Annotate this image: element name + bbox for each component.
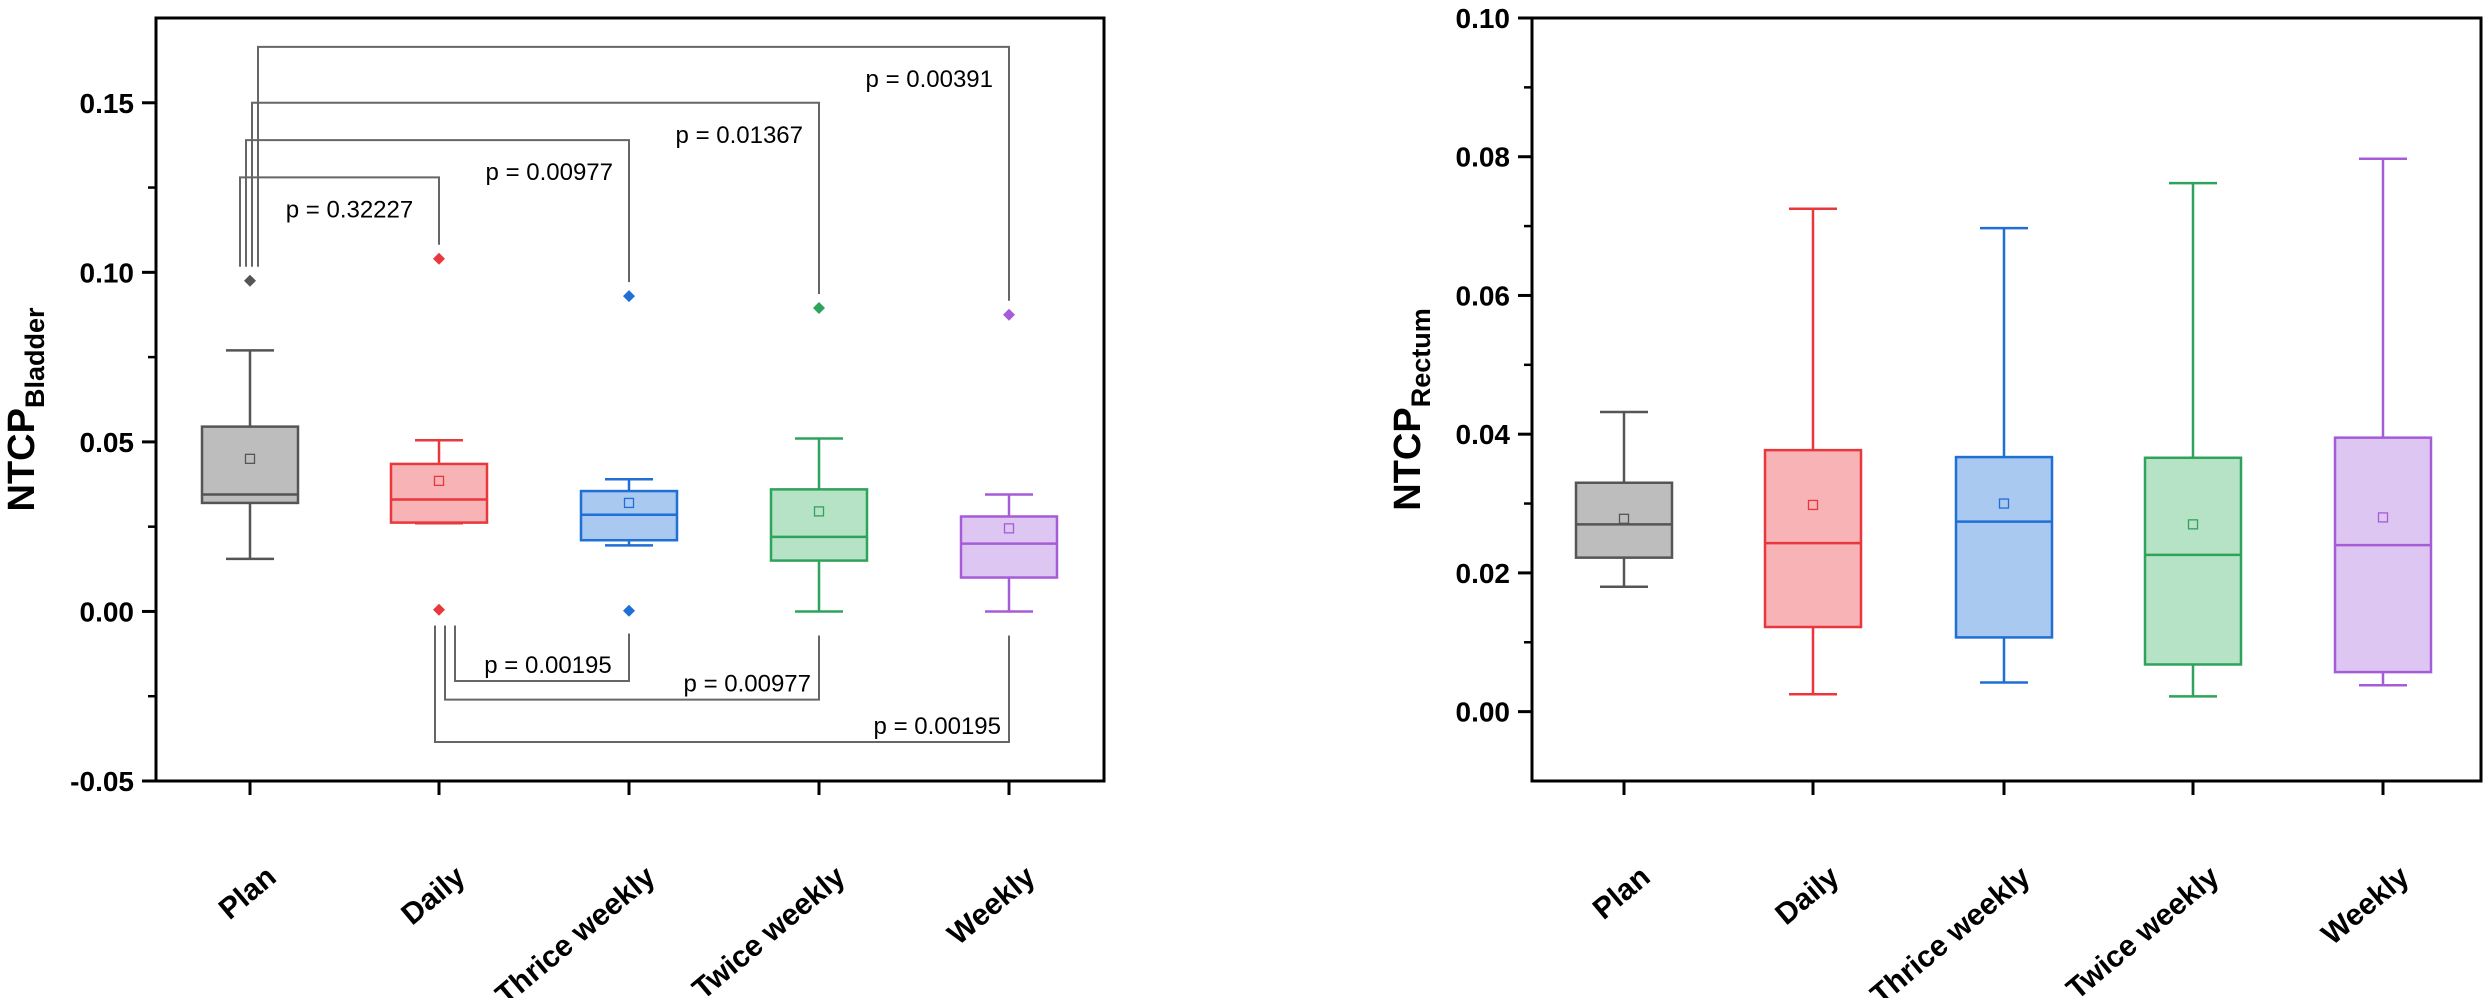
box-group-plan <box>1574 410 1674 589</box>
y-tick-label: 0.06 <box>1456 280 1511 311</box>
x-tick-label: Weekly <box>2315 860 2415 952</box>
plot-frame <box>1530 16 2483 783</box>
significance-bracket <box>434 625 1010 744</box>
x-tick-label: Thrice weekly <box>1865 860 2037 998</box>
mean-marker <box>244 453 256 464</box>
p-value-label: p = 0.00195 <box>874 713 1001 740</box>
x-tick-label: Plan <box>213 860 283 926</box>
p-value-label: p = 0.00195 <box>484 652 611 679</box>
x-tick-label: Twice weekly <box>2060 860 2225 998</box>
outlier-point <box>244 274 256 287</box>
mean-marker <box>1998 498 2010 509</box>
box-group-daily <box>1763 207 1863 696</box>
mean-marker <box>1807 499 1819 511</box>
outlier-point <box>813 301 825 314</box>
box-group-plan <box>200 274 300 561</box>
outlier-point <box>1003 308 1015 321</box>
y-axis-label: NTCPRectum <box>1387 308 1436 510</box>
p-value-label: p = 0.01367 <box>676 122 803 149</box>
significance-bracket <box>444 625 820 701</box>
box-group-daily <box>389 252 489 616</box>
box-group-twice-weekly <box>2143 181 2243 698</box>
mean-marker <box>433 475 445 487</box>
mean-marker <box>1618 513 1630 524</box>
box-group-thrice-weekly <box>1954 226 2054 684</box>
iqr-box <box>200 425 300 505</box>
y-tick-label: 0.15 <box>80 88 135 119</box>
significance-bracket <box>239 176 440 267</box>
significance-bracket <box>251 101 820 294</box>
y-tick-label: 0.10 <box>80 257 135 288</box>
significance-bracket <box>257 45 1010 301</box>
y-axis-label: NTCPBladder <box>1 307 50 511</box>
iqr-box <box>769 488 869 562</box>
y-tick-label: 0.08 <box>1456 142 1511 173</box>
mean-marker <box>623 497 635 509</box>
p-value-label: p = 0.00391 <box>866 66 993 93</box>
x-tick-label: Plan <box>1587 860 1657 926</box>
mean-marker <box>2377 512 2389 523</box>
mean-marker <box>1003 523 1015 534</box>
iqr-box <box>1763 448 1863 629</box>
x-tick-label: Thrice weekly <box>490 860 662 998</box>
iqr-box <box>2143 456 2243 666</box>
x-tick-label: Twice weekly <box>686 860 851 998</box>
p-value-label: p = 0.00977 <box>684 671 811 698</box>
significance-bracket <box>245 139 630 283</box>
y-tick-label: 0.00 <box>80 596 135 627</box>
mean-marker <box>813 506 825 517</box>
x-tick-label: Daily <box>395 860 471 932</box>
y-axis-label-main: NTCP <box>1 408 43 511</box>
iqr-box <box>1574 481 1674 559</box>
outlier-point <box>623 604 635 617</box>
iqr-box <box>389 462 489 524</box>
y-axis-label-main: NTCP <box>1387 407 1429 510</box>
p-value-label: p = 0.00977 <box>486 159 613 186</box>
y-tick-label: 0.05 <box>80 427 135 458</box>
box-group-weekly <box>2333 157 2433 687</box>
iqr-box <box>1954 455 2054 639</box>
y-tick-label: 0.02 <box>1456 558 1511 589</box>
iqr-box <box>2333 436 2433 674</box>
outlier-point <box>433 603 445 616</box>
y-axis-label-subscript: Rectum <box>1406 308 1436 407</box>
mean-marker <box>2187 519 2199 530</box>
iqr-box <box>959 515 1059 579</box>
x-tick-label: Weekly <box>941 860 1041 952</box>
outlier-point <box>623 290 635 303</box>
y-tick-label: 0.00 <box>1456 697 1511 728</box>
x-tick-label: Daily <box>1769 860 1845 932</box>
significance-bracket <box>454 625 630 682</box>
y-tick-label: 0.10 <box>1456 3 1511 34</box>
p-value-label: p = 0.32227 <box>286 196 413 223</box>
y-tick-label: 0.04 <box>1456 419 1511 450</box>
rectum-panel: 0.00 0.02 0.04 0.06 0.08 0.10 Plan Daily Thrice … <box>1387 3 2483 998</box>
box-group-twice-weekly <box>769 301 869 613</box>
box-group-thrice-weekly <box>579 290 679 617</box>
y-axis-label-subscript: Bladder <box>20 307 50 408</box>
outlier-point <box>433 252 445 265</box>
box-group-weekly <box>959 308 1059 613</box>
bladder-panel: -0.05 0.00 0.05 0.10 0.15 Plan Daily Thrice wee… <box>1 16 1106 998</box>
y-tick-label: -0.05 <box>70 766 134 797</box>
